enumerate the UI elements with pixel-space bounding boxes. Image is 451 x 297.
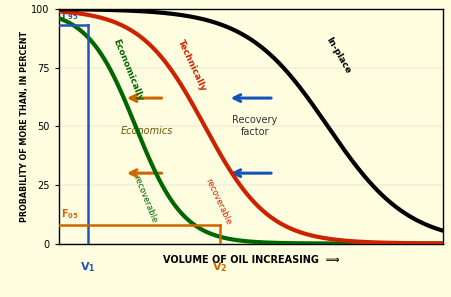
- Text: In-place: In-place: [323, 36, 351, 76]
- Text: recoverable: recoverable: [203, 177, 232, 226]
- Text: Technically: Technically: [175, 38, 207, 93]
- Text: Economically: Economically: [110, 37, 143, 102]
- Y-axis label: PROBABILITY OF MORE THAN, IN PERCENT: PROBABILITY OF MORE THAN, IN PERCENT: [19, 31, 28, 222]
- Text: $\mathbf{F_{95}}$: $\mathbf{F_{95}}$: [60, 8, 78, 22]
- Text: recoverable: recoverable: [131, 174, 158, 224]
- Text: $\mathbf{V_2}$: $\mathbf{V_2}$: [212, 260, 227, 274]
- X-axis label: VOLUME OF OIL INCREASING  ⟹: VOLUME OF OIL INCREASING ⟹: [162, 255, 338, 265]
- Text: Recovery
factor: Recovery factor: [231, 116, 277, 137]
- Text: $\mathbf{V_1}$: $\mathbf{V_1}$: [80, 260, 95, 274]
- Text: Economics: Economics: [121, 126, 173, 136]
- Text: $\mathbf{F_{05}}$: $\mathbf{F_{05}}$: [60, 207, 78, 221]
